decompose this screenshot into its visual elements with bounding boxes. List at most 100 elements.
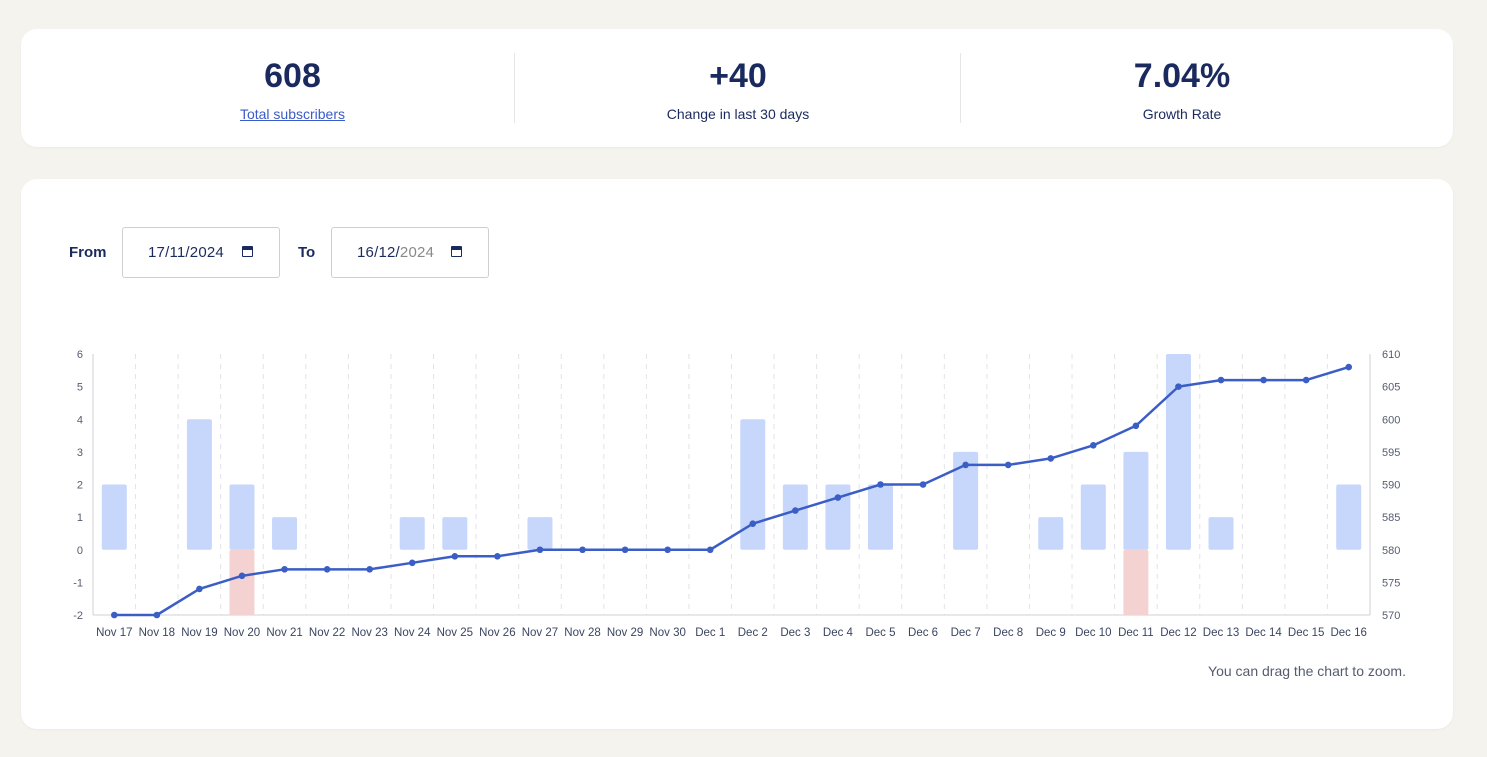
left-tick-label: 0 <box>77 545 83 557</box>
x-tick-label: Dec 6 <box>908 627 938 639</box>
stat-total-subscribers: 608 Total subscribers <box>51 29 534 147</box>
x-tick-label: Dec 1 <box>695 627 725 639</box>
line-point <box>1175 383 1182 390</box>
calendar-icon[interactable] <box>242 246 253 257</box>
bar-new-subscribers <box>1123 451 1149 550</box>
x-tick-label: Dec 14 <box>1245 627 1282 639</box>
x-tick-label: Nov 28 <box>564 627 600 639</box>
stat-value: 7.04% <box>1133 57 1231 95</box>
line-point <box>706 546 714 554</box>
x-tick-label: Nov 26 <box>479 627 515 639</box>
line-point <box>1004 461 1012 469</box>
line-point <box>196 585 203 593</box>
line-point <box>1047 455 1055 462</box>
bar-new-subscribers <box>1038 517 1064 550</box>
left-tick-label: 1 <box>77 512 83 524</box>
bar-unsubscribes <box>1123 549 1149 615</box>
stat-growth-rate: 7.04% Growth Rate <box>961 29 1403 147</box>
stat-label: Growth Rate <box>1142 106 1222 122</box>
right-tick-label: 605 <box>1382 382 1400 394</box>
line-point <box>451 552 459 560</box>
x-tick-label: Nov 25 <box>437 627 473 639</box>
line-point <box>962 461 969 469</box>
bar-new-subscribers <box>825 484 851 550</box>
bar-new-subscribers <box>1080 484 1106 550</box>
left-tick-label: 4 <box>77 414 83 426</box>
right-tick-label: 610 <box>1382 349 1400 361</box>
from-date-value: 17/11/2024 <box>148 244 224 261</box>
right-tick-label: 585 <box>1382 512 1400 524</box>
line-point <box>323 566 331 573</box>
x-tick-label: Dec 4 <box>823 627 854 639</box>
to-date-year: 2024 <box>399 244 435 261</box>
left-tick-label: 3 <box>77 447 83 459</box>
bar-new-subscribers <box>953 451 979 550</box>
line-point <box>536 546 544 554</box>
zoom-hint: You can drag the chart to zoom. <box>1208 663 1406 679</box>
bar-new-subscribers <box>442 517 468 550</box>
from-label: From <box>69 244 107 261</box>
bar-new-subscribers <box>740 419 766 550</box>
x-tick-label: Dec 9 <box>1036 627 1066 639</box>
x-tick-label: Nov 21 <box>266 627 302 639</box>
x-tick-label: Nov 30 <box>649 627 685 639</box>
bar-new-subscribers <box>272 517 298 550</box>
line-point <box>749 520 757 527</box>
right-tick-label: 570 <box>1382 610 1400 622</box>
x-tick-label: Nov 18 <box>139 627 175 639</box>
left-tick-label: 6 <box>77 349 83 361</box>
to-date-input[interactable]: 16/12/2024 <box>331 227 489 278</box>
stat-value: +40 <box>709 57 767 95</box>
line-point <box>1302 376 1310 384</box>
stat-value: 608 <box>264 57 321 95</box>
line-point <box>877 481 884 488</box>
from-date-input[interactable]: 17/11/2024 <box>122 227 280 278</box>
stat-divider <box>514 53 515 123</box>
line-point <box>1260 376 1267 384</box>
bar-new-subscribers <box>399 517 425 550</box>
line-point <box>238 572 246 580</box>
x-tick-label: Dec 8 <box>993 627 1023 639</box>
to-date-value: 16/12/ <box>357 244 400 261</box>
x-tick-label: Nov 17 <box>96 627 132 639</box>
line-point <box>919 481 927 488</box>
total-subscribers-link[interactable]: Total subscribers <box>239 106 346 122</box>
x-tick-label: Nov 19 <box>181 627 217 639</box>
line-point <box>1132 422 1140 430</box>
line-point <box>408 559 416 567</box>
x-tick-label: Nov 27 <box>522 627 558 639</box>
x-tick-label: Dec 2 <box>738 627 768 639</box>
stat-change-30-days: +40 Change in last 30 days <box>515 29 961 147</box>
bar-new-subscribers <box>101 484 127 550</box>
x-tick-label: Dec 10 <box>1075 627 1111 639</box>
line-point <box>153 611 161 619</box>
left-tick-label: -1 <box>73 577 83 589</box>
line-point <box>621 546 629 554</box>
bar-new-subscribers <box>527 517 553 550</box>
x-tick-label: Dec 15 <box>1288 627 1324 639</box>
x-tick-label: Nov 29 <box>607 627 643 639</box>
line-point <box>1090 442 1097 449</box>
stat-label: Change in last 30 days <box>666 106 810 122</box>
line-point <box>110 611 118 619</box>
right-tick-label: 600 <box>1382 414 1400 426</box>
left-tick-label: 2 <box>77 480 83 492</box>
line-point <box>281 566 288 573</box>
x-tick-label: Dec 13 <box>1203 627 1239 639</box>
right-tick-label: 590 <box>1382 480 1400 492</box>
right-tick-label: 575 <box>1382 577 1400 589</box>
calendar-icon[interactable] <box>451 246 462 257</box>
bar-new-subscribers <box>186 419 212 550</box>
right-tick-label: 595 <box>1382 447 1400 459</box>
bar-new-subscribers <box>229 484 255 550</box>
subscriber-chart[interactable]: -2 -1 0 1 2 3 4 5 6 570 575 580 585 590 595 600 605 610 No… <box>21 179 1453 649</box>
left-tick-label: -2 <box>73 610 83 622</box>
bar-new-subscribers <box>867 484 893 550</box>
x-tick-label: Dec 12 <box>1160 627 1196 639</box>
line-total-subscribers <box>114 365 1350 617</box>
stats-card: 608 Total subscribers +40 Change in last… <box>21 29 1453 147</box>
to-label: To <box>298 244 316 261</box>
x-tick-label: Dec 5 <box>865 627 895 639</box>
bar-new-subscribers <box>782 484 808 550</box>
x-tick-label: Dec 16 <box>1330 627 1366 639</box>
